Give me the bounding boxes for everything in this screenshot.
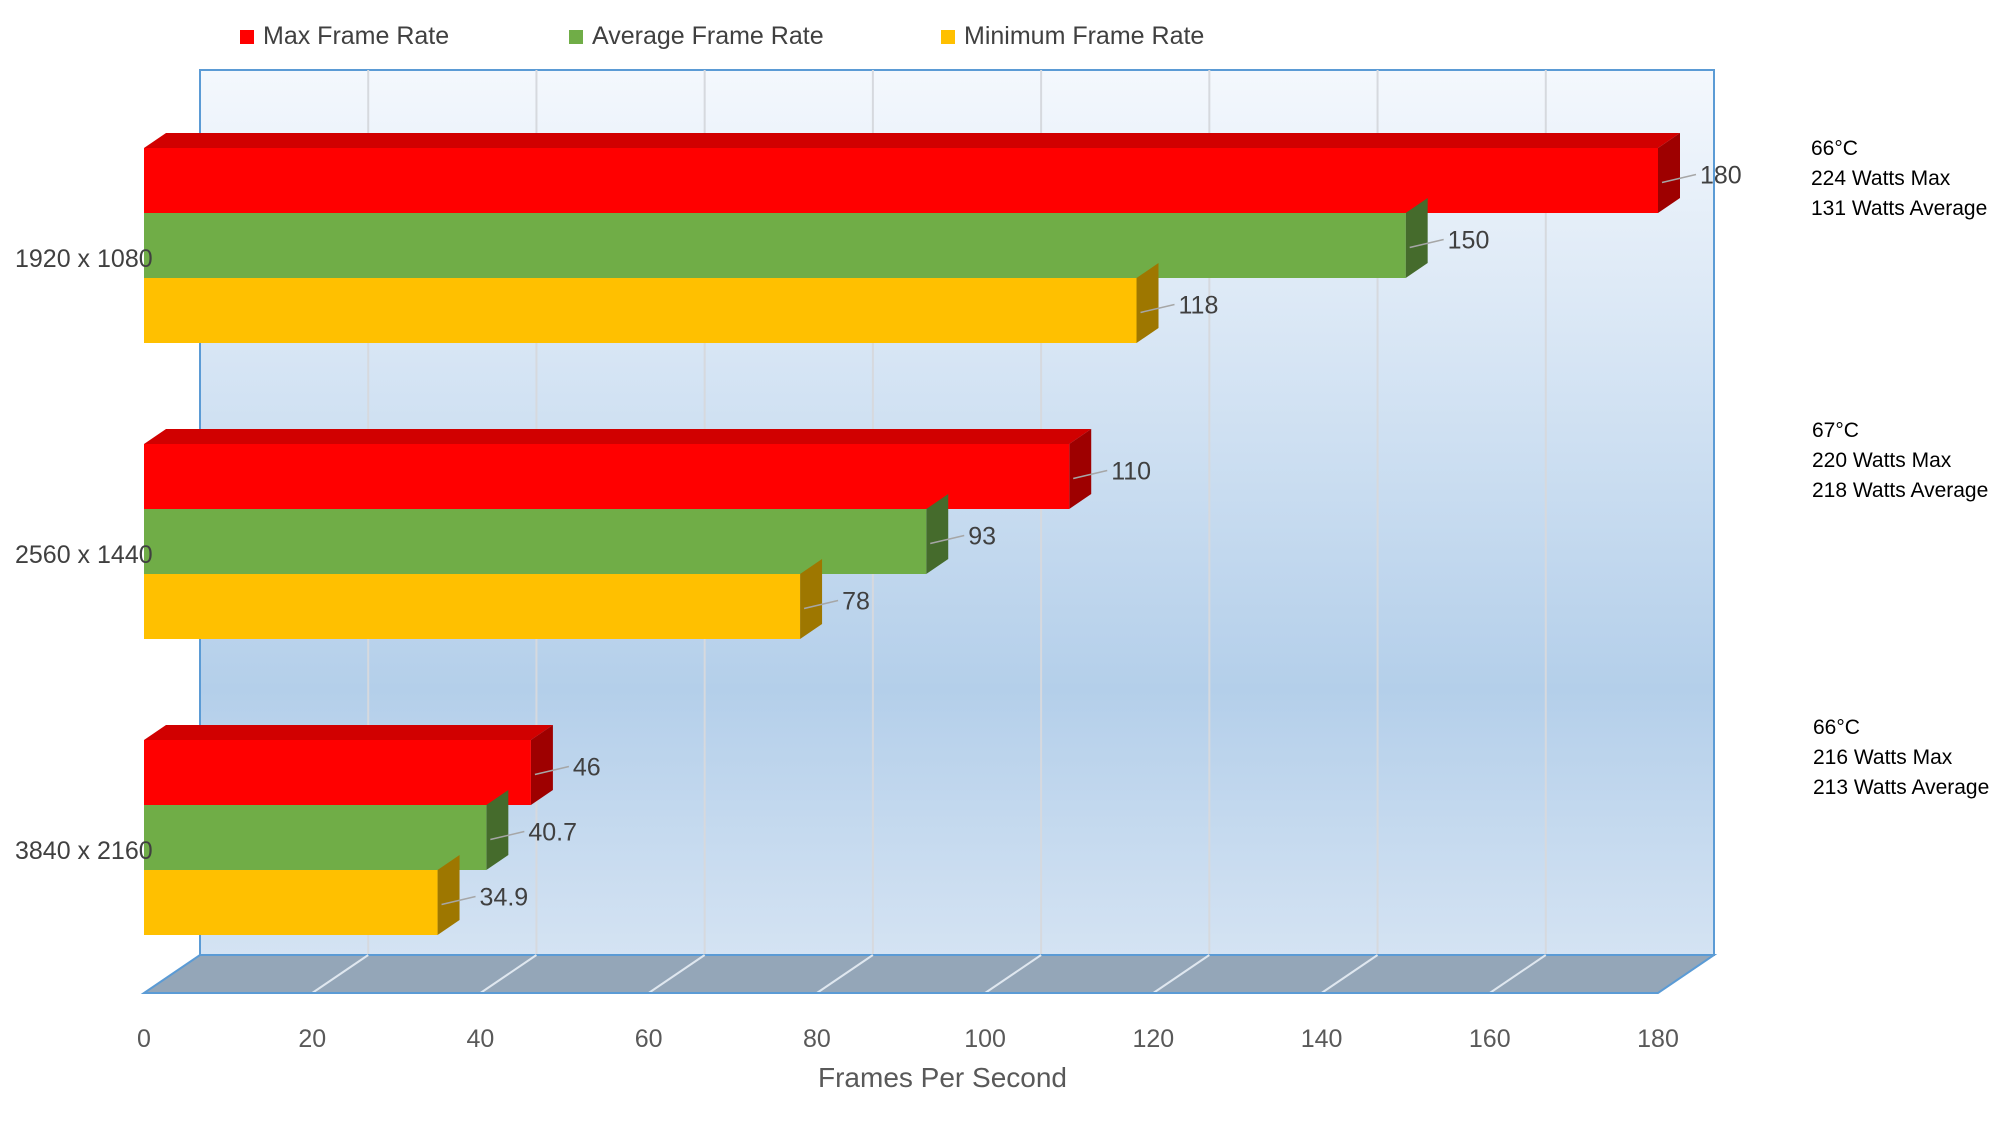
floor-gridline-140 xyxy=(1320,954,1379,994)
bar-1080p-minimum xyxy=(144,278,1137,343)
category-label-2160p: 3840 x 2160 xyxy=(15,837,153,865)
x-tick-label-120: 120 xyxy=(1132,1025,1174,1053)
bar-2160p-average-label-leader xyxy=(490,830,525,841)
x-tick-label-60: 60 xyxy=(635,1025,663,1053)
floor-gridline-40 xyxy=(479,954,538,994)
bar-1440p-max-side xyxy=(1069,429,1092,509)
bar-2160p-max-data-label: 46 xyxy=(573,754,601,782)
legend-item-average: Average Frame Rate xyxy=(569,22,824,51)
annotation-1440p-temp: 67°C xyxy=(1812,419,1859,442)
bar-1080p-max-label-leader xyxy=(1661,173,1697,184)
annotation-2160p: 66°C 216 Watts Max 213 Watts Average xyxy=(1813,713,1989,803)
bar-1440p-minimum-label-leader xyxy=(803,599,839,610)
x-tick-label-100: 100 xyxy=(964,1025,1006,1053)
bar-1440p-average-label-leader xyxy=(930,534,965,545)
bar-2160p-max-side xyxy=(530,725,553,805)
floor-gridline-120 xyxy=(1152,954,1210,994)
bar-1080p-max-data-label: 180 xyxy=(1700,162,1742,190)
x-tick-label-80: 80 xyxy=(803,1025,831,1053)
legend-item-minimum: Minimum Frame Rate xyxy=(941,22,1204,51)
annotation-1080p-max-watts: 224 Watts Max xyxy=(1811,167,1951,190)
legend-label-max: Max Frame Rate xyxy=(263,22,450,50)
annotation-1080p: 66°C 224 Watts Max 131 Watts Average xyxy=(1811,134,1987,224)
bar-2160p-max xyxy=(144,740,531,805)
bar-1080p-max-top xyxy=(144,133,1680,148)
bar-1440p-max-label-leader xyxy=(1073,469,1108,480)
x-tick-label-0: 0 xyxy=(137,1025,151,1053)
chart-legend: Max Frame Rate Average Frame Rate Minimu… xyxy=(0,22,2004,58)
bar-1440p-max-top xyxy=(144,429,1092,444)
legend-label-average: Average Frame Rate xyxy=(592,22,824,50)
bar-1080p-max xyxy=(144,148,1658,213)
bar-2160p-minimum xyxy=(144,870,438,935)
bar-1440p-average xyxy=(144,509,927,574)
legend-item-max: Max Frame Rate xyxy=(240,22,449,51)
bar-1080p-minimum-data-label: 118 xyxy=(1179,292,1219,320)
bar-2160p-minimum-data-label: 34.9 xyxy=(480,884,529,912)
bar-2160p-max-top xyxy=(144,725,553,740)
x-tick-label-140: 140 xyxy=(1301,1025,1343,1053)
annotation-1440p: 67°C 220 Watts Max 218 Watts Average xyxy=(1812,416,1988,506)
floor-gridline-60 xyxy=(648,954,706,994)
floor-gridline-20 xyxy=(311,954,369,994)
annotation-1440p-avg-watts: 218 Watts Average xyxy=(1812,479,1989,502)
bar-1440p-average-side xyxy=(926,494,949,574)
x-tick-label-40: 40 xyxy=(467,1025,495,1053)
legend-swatch-max xyxy=(240,29,254,44)
bar-2160p-max-label-leader xyxy=(534,765,570,776)
bar-2160p-average-data-label: 40.7 xyxy=(528,819,577,847)
annotation-2160p-avg-watts: 213 Watts Average xyxy=(1813,776,1990,799)
bar-1080p-average-label-leader xyxy=(1409,238,1444,249)
bar-1440p-minimum-data-label: 78 xyxy=(842,588,870,616)
bar-1440p-average-data-label: 93 xyxy=(968,523,996,551)
floor-gridline-160 xyxy=(1489,954,1547,994)
bar-2160p-minimum-side xyxy=(437,855,460,935)
bar-1080p-average-data-label: 150 xyxy=(1448,227,1490,255)
bar-1440p-max xyxy=(144,444,1070,509)
x-tick-label-160: 160 xyxy=(1469,1025,1511,1053)
legend-swatch-minimum xyxy=(941,29,955,44)
annotation-1080p-temp: 66°C xyxy=(1811,137,1858,160)
bar-1080p-average-side xyxy=(1405,198,1428,278)
bar-1440p-minimum xyxy=(144,574,801,639)
annotation-1080p-avg-watts: 131 Watts Average xyxy=(1811,197,1988,220)
bar-1080p-max-side xyxy=(1658,133,1680,213)
bar-1080p-minimum-side xyxy=(1136,263,1159,343)
floor-gridline-100 xyxy=(984,954,1042,994)
x-tick-label-20: 20 xyxy=(298,1025,326,1053)
x-tick-label-180: 180 xyxy=(1637,1025,1679,1053)
bar-1440p-minimum-side xyxy=(800,559,823,639)
x-axis-title: Frames Per Second xyxy=(818,1062,1067,1093)
bar-2160p-average xyxy=(144,805,487,870)
annotation-2160p-temp: 66°C xyxy=(1813,716,1860,739)
floor-gridline-80 xyxy=(816,954,874,994)
category-label-1080p: 1920 x 1080 xyxy=(15,245,153,273)
plot-floor xyxy=(140,954,1718,994)
category-label-1440p: 2560 x 1440 xyxy=(15,541,153,569)
legend-swatch-average xyxy=(569,29,583,44)
bar-1080p-minimum-label-leader xyxy=(1140,303,1175,314)
annotation-1440p-max-watts: 220 Watts Max xyxy=(1812,449,1952,472)
legend-label-minimum: Minimum Frame Rate xyxy=(964,22,1205,50)
bar-1080p-average xyxy=(144,213,1406,278)
annotation-2160p-max-watts: 216 Watts Max xyxy=(1813,746,1953,769)
bar-1440p-max-data-label: 110 xyxy=(1111,458,1151,486)
bar-2160p-average-side xyxy=(486,790,509,870)
bar-2160p-minimum-label-leader xyxy=(441,895,476,906)
